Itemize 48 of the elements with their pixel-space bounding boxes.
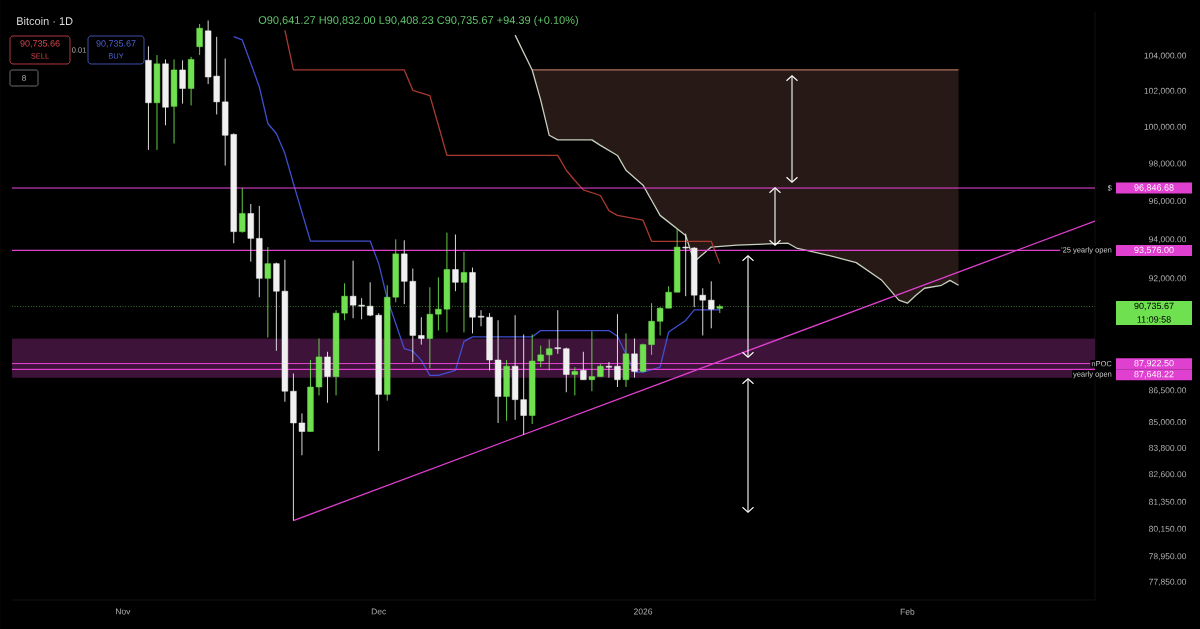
candlestick — [708, 280, 715, 329]
candlestick — [239, 187, 246, 234]
candlestick — [554, 309, 561, 355]
line-series — [284, 29, 721, 265]
y-tick-label: 102,000.00 — [1144, 87, 1187, 95]
candlestick — [614, 313, 621, 388]
x-tick-label: Feb — [900, 608, 915, 615]
candlestick — [546, 339, 553, 371]
y-tick-label: 100,000.00 — [1144, 123, 1187, 131]
text: 90,735.67 — [1134, 302, 1174, 311]
candlestick — [682, 233, 689, 297]
candlestick — [452, 234, 459, 292]
text: 87,922.50 — [1134, 359, 1174, 368]
chart-subtitle: O90,641.27 H90,832.00 L90,408.23 C90,735.67 +94.39 (+0.10%) — [258, 15, 578, 27]
candlestick — [605, 361, 613, 379]
y-tick-label: 82,600.00 — [1149, 471, 1187, 479]
line-series — [514, 34, 960, 304]
text: 93,576.00 — [1134, 246, 1174, 255]
annotation: 90,735.66 — [20, 40, 60, 48]
annotation: 90,735.67 — [96, 40, 136, 48]
y-tick-label: 85,000.00 — [1149, 419, 1187, 427]
text: 96,846.68 — [1134, 184, 1174, 192]
x-tick-label: 2026 — [634, 608, 653, 615]
y-tick-label: 86,500.00 — [1149, 387, 1187, 395]
candlestick — [580, 351, 587, 381]
candlestick — [418, 316, 425, 346]
chart-title: Bitcoin · 1D — [17, 16, 73, 26]
y-tick-label: 80,150.00 — [1149, 525, 1187, 533]
x-tick-label: Dec — [371, 608, 387, 615]
candlestick — [179, 59, 186, 105]
y-tick-label: 98,000.00 — [1149, 160, 1187, 168]
candlestick — [196, 23, 203, 56]
candlestick — [571, 366, 578, 396]
candlestick — [588, 330, 596, 392]
candlestick — [324, 351, 331, 404]
y-tick-label: 94,000.00 — [1149, 236, 1187, 244]
y-tick-label: 104,000.00 — [1144, 52, 1187, 60]
y-tick-label: 83,800.00 — [1149, 444, 1187, 452]
text: 11:09:58 — [1137, 316, 1171, 323]
annotation: 8 — [22, 75, 26, 81]
y-tick-label: 96,000.00 — [1149, 197, 1187, 205]
y-tick-label: 78,950.00 — [1149, 553, 1187, 561]
y-tick-label: 92,000.00 — [1149, 275, 1187, 283]
x-tick-label: Nov — [116, 608, 131, 615]
candlestick — [631, 338, 638, 379]
text: 87,648.22 — [1134, 370, 1174, 379]
y-tick-label: 77,850.00 — [1149, 578, 1187, 586]
y-tick-label: 81,350.00 — [1149, 498, 1187, 506]
